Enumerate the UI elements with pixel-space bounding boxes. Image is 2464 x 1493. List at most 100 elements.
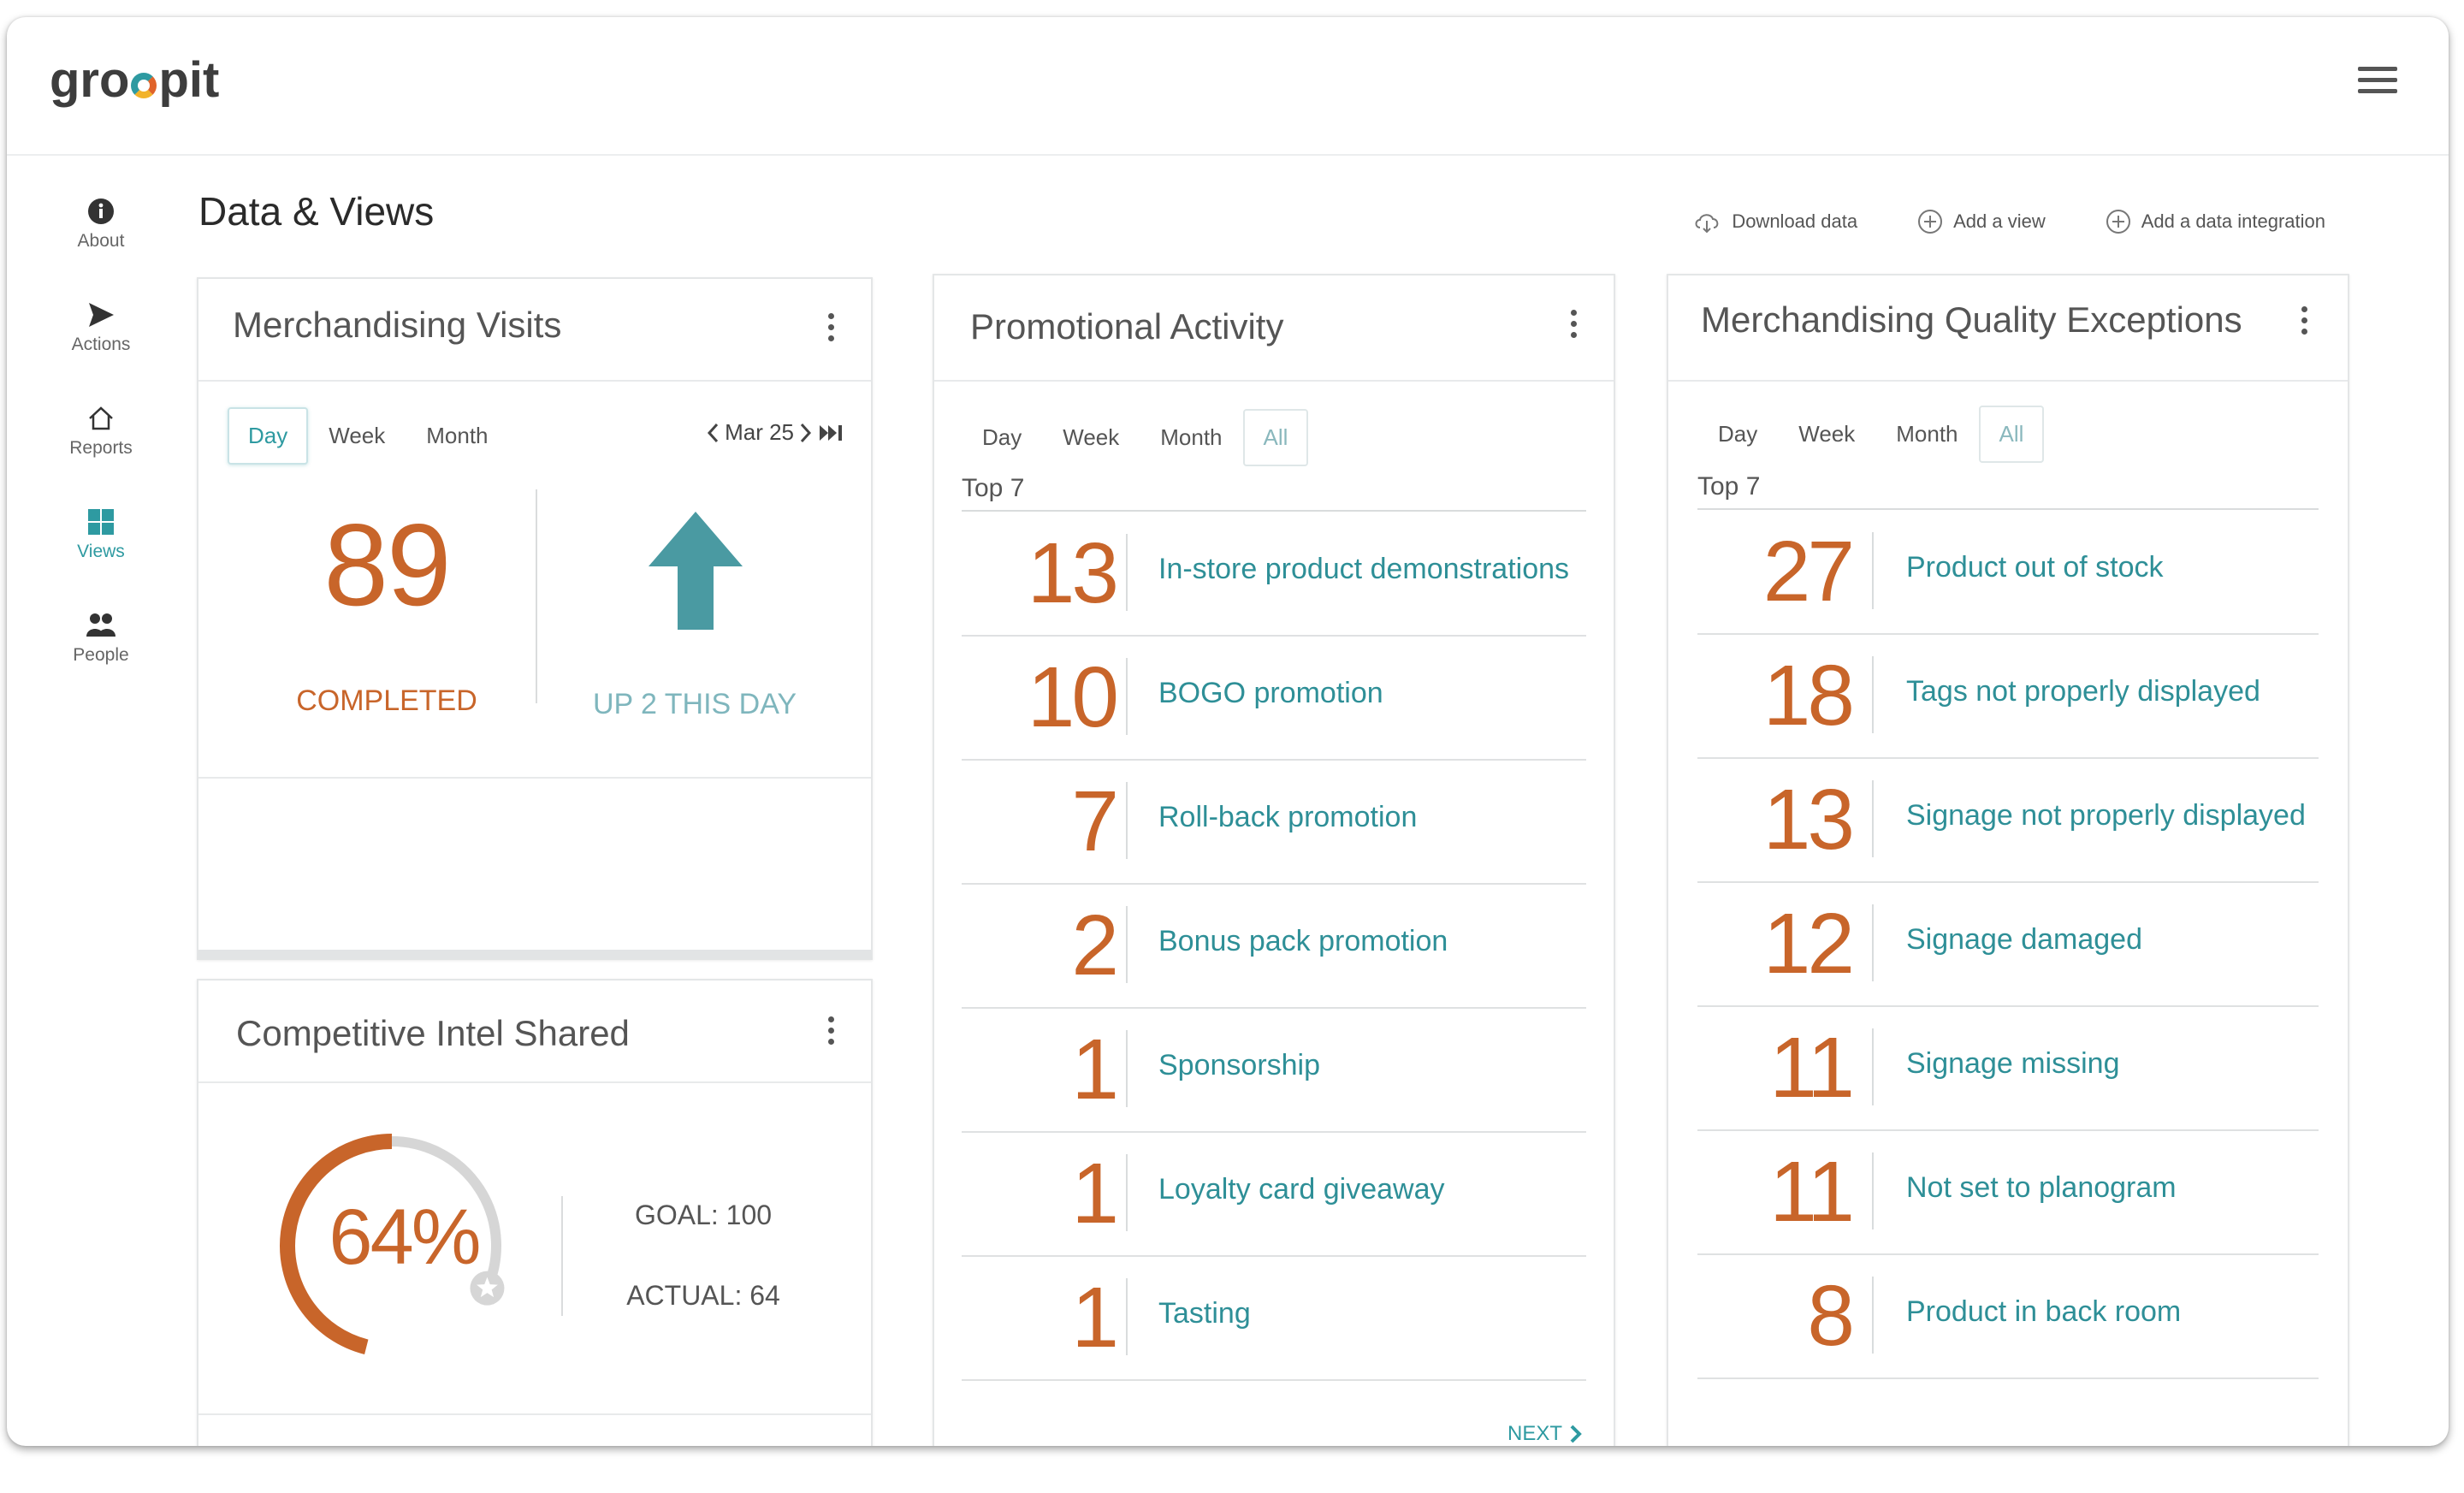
more-options-icon[interactable] xyxy=(2301,306,2308,340)
page-title: Data & Views xyxy=(198,189,435,234)
item-count: 11 xyxy=(1769,1020,1855,1116)
sidebar-item-label: About xyxy=(77,231,125,251)
next-label: NEXT xyxy=(1507,1422,1562,1445)
item-count: 10 xyxy=(1027,649,1119,745)
chevron-right-icon[interactable] xyxy=(799,422,813,444)
tab-all[interactable]: All xyxy=(1978,406,2045,463)
cloud-download-icon xyxy=(1695,214,1719,234)
tab-week[interactable]: Week xyxy=(1063,424,1120,450)
info-icon xyxy=(88,198,114,224)
list-item[interactable]: 8 Product in back room xyxy=(1697,1254,2319,1379)
list-item[interactable]: 2 Bonus pack promotion xyxy=(962,884,1586,1009)
period-tabs: Day Week Month All xyxy=(1697,406,2045,463)
ranked-list: 13 In-store product demonstrations 10 BOGO … xyxy=(962,510,1586,1381)
item-label: Tasting xyxy=(1158,1297,1251,1330)
item-label: In-store product demonstrations xyxy=(1158,553,1570,585)
gauge-progress xyxy=(280,1134,393,1355)
add-data-integration-button[interactable]: Add a data integration xyxy=(2106,209,2325,234)
hamburger-menu-icon[interactable] xyxy=(2358,67,2397,98)
item-count: 2 xyxy=(1071,898,1119,993)
add-data-integration-label: Add a data integration xyxy=(2141,210,2325,232)
tab-month[interactable]: Month xyxy=(1160,424,1223,450)
next-button[interactable]: NEXT xyxy=(1507,1422,1583,1446)
grid-icon xyxy=(88,509,114,535)
more-options-icon[interactable] xyxy=(828,313,835,347)
arrow-up-icon xyxy=(649,512,743,630)
item-label: Bonus pack promotion xyxy=(1158,925,1448,957)
row-divider xyxy=(1126,1154,1128,1231)
sidebar-item-actions[interactable]: Actions xyxy=(41,300,161,404)
more-options-icon[interactable] xyxy=(1571,310,1578,343)
tab-month[interactable]: Month xyxy=(1896,421,1958,447)
download-data-button[interactable]: Download data xyxy=(1692,209,1857,234)
item-label: BOGO promotion xyxy=(1158,677,1383,709)
card-title: Promotional Activity xyxy=(970,306,1284,347)
row-divider xyxy=(1872,1028,1874,1105)
item-count: 13 xyxy=(1762,772,1855,868)
sidebar-item-label: Reports xyxy=(69,438,133,458)
tab-all[interactable]: All xyxy=(1242,409,1309,466)
item-count: 1 xyxy=(1071,1022,1119,1117)
item-count: 11 xyxy=(1769,1144,1855,1240)
sidebar-item-views[interactable]: Views xyxy=(41,507,161,611)
item-label: Loyalty card giveaway xyxy=(1158,1173,1445,1206)
tab-week[interactable]: Week xyxy=(1798,421,1856,447)
sidebar-item-reports[interactable]: Reports xyxy=(41,404,161,507)
tab-day[interactable]: Day xyxy=(228,407,309,465)
more-options-icon[interactable] xyxy=(828,1016,835,1050)
sidebar-item-label: People xyxy=(73,645,129,665)
top-count-label: Top 7 xyxy=(962,474,1025,502)
metric-divider xyxy=(536,489,537,703)
list-item[interactable]: 1 Loyalty card giveaway xyxy=(962,1132,1586,1257)
row-divider xyxy=(1872,1152,1874,1229)
promotional-activity-card: Promotional Activity Day Week Month All … xyxy=(933,274,1615,1446)
skip-to-end-icon[interactable] xyxy=(818,422,845,444)
tab-month[interactable]: Month xyxy=(426,423,489,448)
list-item[interactable]: 11 Signage missing xyxy=(1697,1006,2319,1131)
card-title: Merchandising Quality Exceptions xyxy=(1701,299,2242,340)
merchandising-visits-card: Merchandising Visits Day Week Month Mar … xyxy=(197,277,873,960)
gauge-track xyxy=(391,1136,501,1291)
add-view-button[interactable]: Add a view xyxy=(1917,209,2046,234)
sidebar-item-people[interactable]: People xyxy=(41,611,161,714)
list-item[interactable]: 27 Product out of stock xyxy=(1697,510,2319,635)
plus-circle-icon xyxy=(2106,210,2130,234)
list-item[interactable]: 13 In-store product demonstrations xyxy=(962,512,1586,637)
list-item[interactable]: 13 Signage not properly displayed xyxy=(1697,758,2319,883)
app-window: gro pit About Actions Reports Views Peopl… xyxy=(7,17,2449,1446)
card-header: Merchandising Visits xyxy=(198,279,871,382)
logo-mark-icon xyxy=(131,73,157,98)
item-count: 1 xyxy=(1071,1270,1119,1366)
item-count: 7 xyxy=(1071,773,1119,869)
item-label: Not set to planogram xyxy=(1906,1171,2177,1204)
sidebar: About Actions Reports Views People xyxy=(41,197,161,714)
sidebar-item-label: Views xyxy=(77,542,125,561)
row-divider xyxy=(1126,658,1128,735)
tab-day[interactable]: Day xyxy=(982,424,1022,450)
item-count: 12 xyxy=(1762,896,1855,992)
item-count: 27 xyxy=(1762,524,1855,619)
percent-text: 64% xyxy=(329,1194,481,1281)
chevron-left-icon[interactable] xyxy=(706,422,720,444)
groopit-logo[interactable]: gro pit xyxy=(50,52,220,108)
card-footer-divider xyxy=(198,777,871,779)
sidebar-item-about[interactable]: About xyxy=(41,197,161,300)
tab-week[interactable]: Week xyxy=(329,423,386,448)
item-label: Sponsorship xyxy=(1158,1049,1321,1081)
list-item[interactable]: 10 BOGO promotion xyxy=(962,636,1586,761)
current-date: Mar 25 xyxy=(725,419,794,445)
quality-exceptions-card: Merchandising Quality Exceptions Day Wee… xyxy=(1667,274,2349,1446)
list-item[interactable]: 11 Not set to planogram xyxy=(1697,1130,2319,1255)
list-item[interactable]: 7 Roll-back promotion xyxy=(962,760,1586,885)
list-item[interactable]: 1 Tasting xyxy=(962,1256,1586,1381)
tab-day[interactable]: Day xyxy=(1718,421,1758,447)
card-header: Promotional Activity xyxy=(934,275,1614,382)
item-count: 13 xyxy=(1027,525,1119,621)
list-item[interactable]: 1 Sponsorship xyxy=(962,1008,1586,1133)
row-divider xyxy=(1872,904,1874,981)
row-divider xyxy=(1126,906,1128,983)
list-item[interactable]: 18 Tags not properly displayed xyxy=(1697,634,2319,759)
item-count: 8 xyxy=(1807,1268,1855,1364)
list-item[interactable]: 12 Signage damaged xyxy=(1697,882,2319,1007)
actual-value: ACTUAL: 64 xyxy=(626,1280,780,1311)
